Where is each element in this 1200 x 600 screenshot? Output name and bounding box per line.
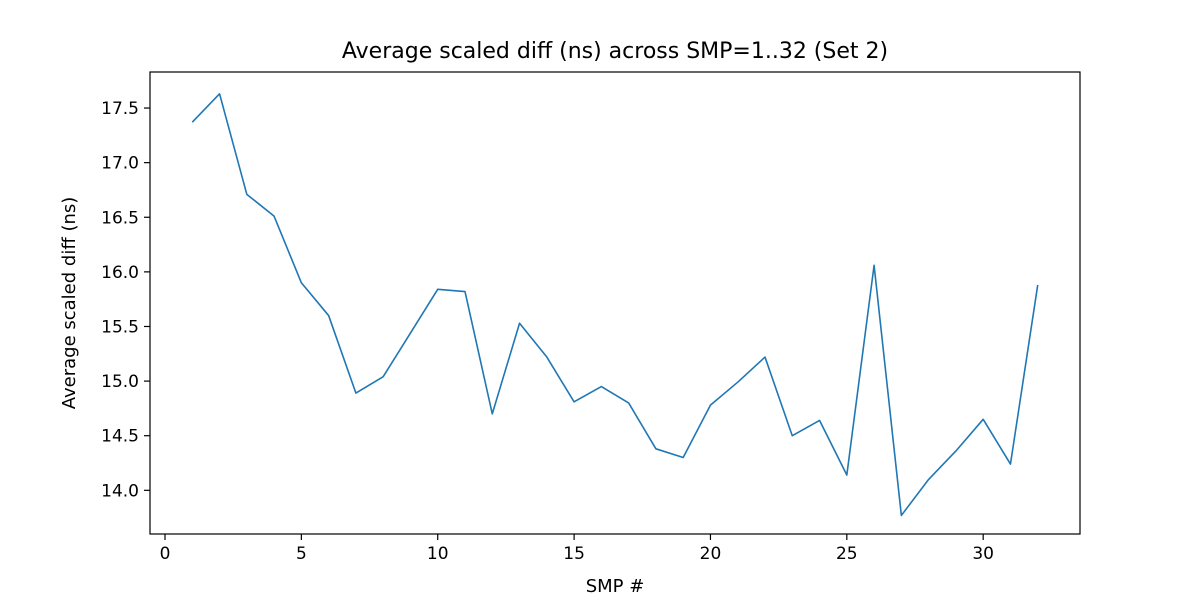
- x-tick-label: 0: [160, 544, 171, 564]
- x-tick-label: 5: [296, 544, 307, 564]
- x-tick-label: 25: [836, 544, 858, 564]
- x-tick-label: 30: [972, 544, 994, 564]
- y-tick-label: 15.0: [101, 372, 139, 392]
- y-tick-label: 14.5: [101, 427, 139, 447]
- x-tick-label: 10: [427, 544, 449, 564]
- y-tick-label: 15.5: [101, 317, 139, 337]
- y-axis-ticks: 14.0 14.5 15.0 15.5 16.0 16.5 17.0 17.5: [101, 99, 150, 501]
- y-tick-label: 14.0: [101, 481, 139, 501]
- plot-area: 0 5 10 15 20 25 30 14.0 14.5 15.0 15.5 16.0 16.5 17.…: [101, 71, 1081, 564]
- y-tick-label: 16.0: [101, 263, 139, 283]
- y-axis-label: Average scaled diff (ns): [59, 197, 80, 410]
- chart-title: Average scaled diff (ns) across SMP=1..3…: [342, 39, 888, 64]
- plot-frame: [149, 71, 1081, 535]
- series-line: [191, 93, 1039, 517]
- y-tick-label: 17.0: [101, 154, 139, 174]
- x-axis-label: SMP #: [586, 576, 645, 597]
- series-layer: [191, 93, 1039, 517]
- x-tick-label: 20: [700, 544, 722, 564]
- y-tick-label: 16.5: [101, 208, 139, 228]
- x-axis-ticks: 0 5 10 15 20 25 30: [160, 534, 994, 564]
- y-tick-label: 17.5: [101, 99, 139, 119]
- x-tick-label: 15: [563, 544, 585, 564]
